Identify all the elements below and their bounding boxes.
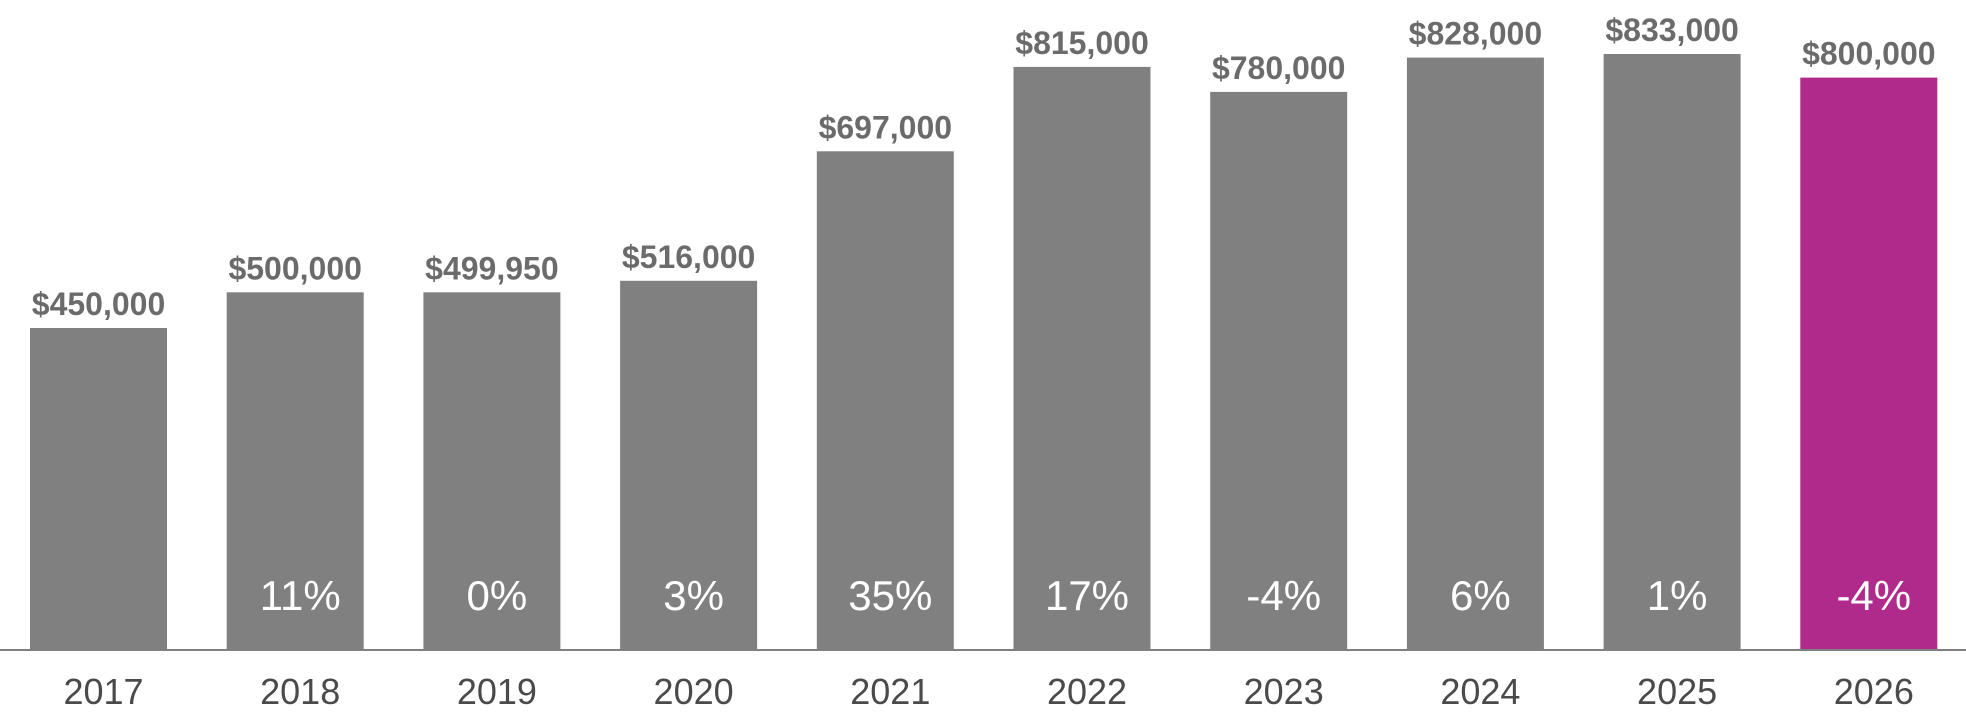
value-label-2025: $833,000 — [1605, 12, 1738, 48]
bar-2021 — [816, 151, 954, 651]
bar-2024 — [1406, 57, 1544, 651]
bar-2022 — [1013, 66, 1151, 650]
value-label-2024: $828,000 — [1409, 16, 1542, 52]
value-label-2018: $500,000 — [228, 250, 361, 286]
change-label-2024: 6% — [1450, 572, 1511, 619]
x-tick-label-2021: 2021 — [850, 671, 930, 712]
value-label-2019: $499,950 — [425, 250, 558, 286]
x-tick-label-2019: 2019 — [457, 671, 537, 712]
value-label-2023: $780,000 — [1212, 50, 1345, 86]
value-label-2021: $697,000 — [819, 109, 952, 145]
value-label-2022: $815,000 — [1015, 25, 1148, 61]
change-label-2019: 0% — [467, 572, 528, 619]
labels-group: $450,000 2017 $500,000 11% 2018 $499,950 0% 201… — [32, 12, 1936, 712]
bar-2025 — [1603, 54, 1741, 650]
bar-2020 — [620, 280, 758, 650]
change-label-2021: 35% — [848, 572, 932, 619]
x-tick-label-2025: 2025 — [1637, 671, 1717, 712]
change-label-2020: 3% — [663, 572, 724, 619]
value-label-2020: $516,000 — [622, 239, 755, 275]
x-tick-label-2020: 2020 — [654, 671, 734, 712]
x-tick-label-2026: 2026 — [1834, 671, 1914, 712]
bar-2023 — [1210, 91, 1348, 650]
bar-2026 — [1800, 77, 1938, 651]
x-tick-label-2018: 2018 — [260, 671, 340, 712]
x-tick-label-2022: 2022 — [1047, 671, 1127, 712]
change-label-2022: 17% — [1045, 572, 1129, 619]
bar-2018 — [226, 292, 364, 650]
change-label-2018: 11% — [260, 572, 341, 619]
change-label-2025: 1% — [1647, 572, 1708, 619]
bars-group — [30, 54, 1938, 651]
value-label-2026: $800,000 — [1802, 36, 1935, 72]
bar-2019 — [423, 292, 561, 650]
change-label-2026: -4% — [1836, 572, 1911, 619]
x-tick-label-2023: 2023 — [1244, 671, 1324, 712]
x-tick-label-2017: 2017 — [63, 671, 143, 712]
x-tick-label-2024: 2024 — [1440, 671, 1520, 712]
change-label-2023: -4% — [1246, 572, 1321, 619]
value-label-2017: $450,000 — [32, 286, 165, 322]
bar-2017 — [30, 328, 167, 650]
